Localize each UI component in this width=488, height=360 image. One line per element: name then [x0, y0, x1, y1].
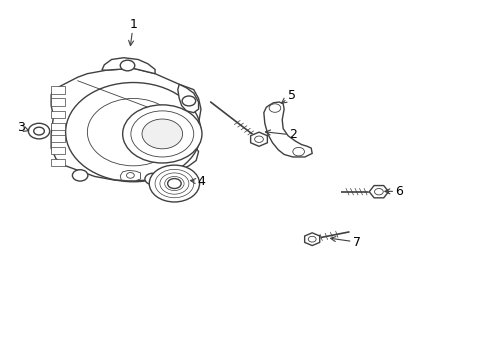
Circle shape	[120, 60, 135, 71]
Text: 3: 3	[17, 121, 29, 134]
Polygon shape	[304, 233, 319, 246]
FancyBboxPatch shape	[51, 99, 64, 105]
Text: 4: 4	[190, 175, 204, 188]
Circle shape	[126, 172, 134, 178]
Polygon shape	[368, 185, 388, 198]
Circle shape	[34, 127, 44, 135]
Circle shape	[149, 165, 199, 202]
Circle shape	[142, 119, 182, 149]
Circle shape	[374, 189, 383, 195]
FancyBboxPatch shape	[51, 86, 64, 94]
FancyBboxPatch shape	[51, 123, 64, 130]
Circle shape	[122, 105, 202, 163]
Polygon shape	[120, 170, 140, 181]
FancyBboxPatch shape	[51, 159, 64, 166]
Polygon shape	[250, 132, 267, 146]
Text: 7: 7	[330, 235, 360, 248]
FancyBboxPatch shape	[51, 111, 64, 118]
Circle shape	[254, 136, 263, 143]
FancyBboxPatch shape	[51, 147, 64, 154]
Circle shape	[268, 104, 280, 112]
Polygon shape	[178, 84, 198, 113]
Circle shape	[28, 123, 50, 139]
Text: 2: 2	[265, 129, 296, 141]
Circle shape	[72, 170, 88, 181]
Polygon shape	[264, 102, 311, 157]
Text: 1: 1	[128, 18, 137, 46]
FancyBboxPatch shape	[51, 135, 64, 142]
Circle shape	[182, 96, 195, 106]
Circle shape	[292, 147, 304, 156]
Circle shape	[144, 173, 160, 185]
Polygon shape	[102, 58, 155, 74]
Text: 5: 5	[281, 89, 295, 103]
Circle shape	[167, 179, 181, 189]
Circle shape	[307, 236, 315, 242]
Text: 6: 6	[384, 185, 402, 198]
Polygon shape	[51, 68, 201, 181]
